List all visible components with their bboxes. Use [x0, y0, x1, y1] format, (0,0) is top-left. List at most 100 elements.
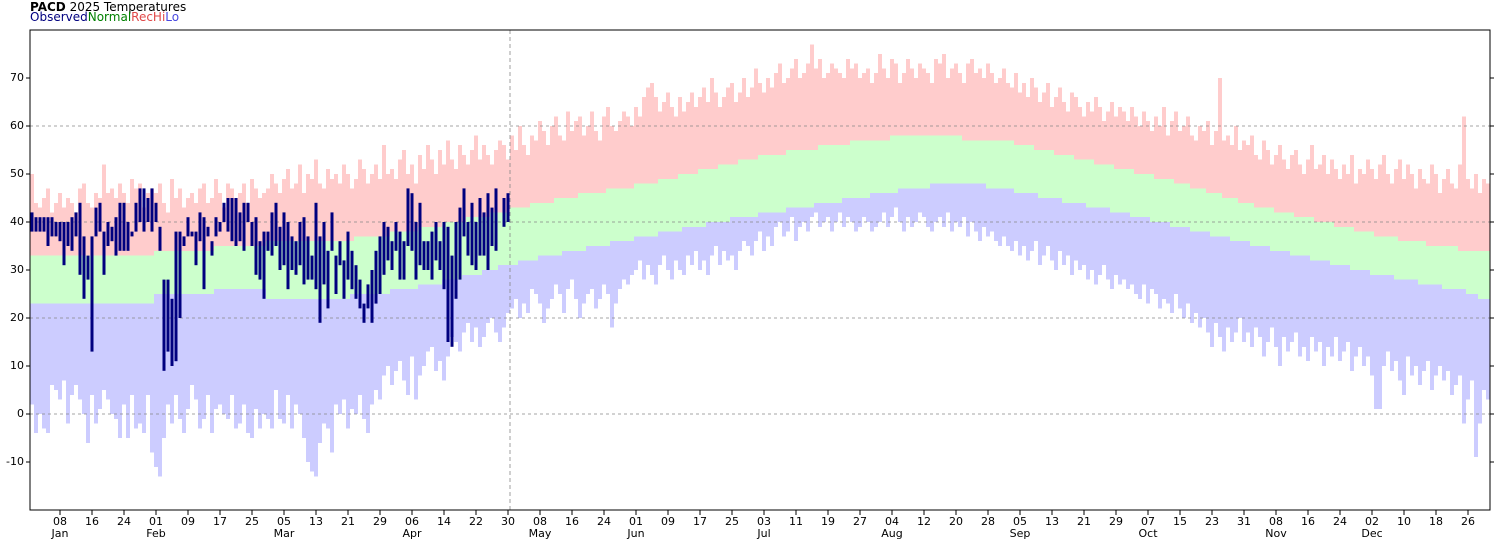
record-low-bar — [578, 250, 582, 318]
record-low-bar — [1082, 202, 1086, 266]
x-tick-label: 03 — [757, 515, 771, 528]
record-high-bar — [130, 178, 134, 256]
month-label: Oct — [1138, 527, 1158, 540]
record-low-bar — [146, 303, 150, 395]
record-low-bar — [454, 279, 458, 342]
record-high-bar — [338, 183, 342, 242]
record-high-bar — [1242, 140, 1246, 203]
record-low-bar — [1062, 202, 1066, 266]
x-tick-label: 09 — [181, 515, 195, 528]
record-low-bar — [1210, 236, 1214, 347]
record-high-bar — [1362, 174, 1366, 232]
record-low-bar — [670, 231, 674, 280]
normal-bar — [150, 255, 154, 304]
record-low-bar — [1050, 198, 1054, 261]
record-low-bar — [542, 255, 546, 323]
observed-bar — [150, 188, 154, 232]
observed-bar — [178, 231, 182, 318]
normal-bar — [214, 246, 218, 290]
record-high-bar — [1118, 106, 1122, 170]
record-high-bar — [1342, 164, 1346, 227]
record-high-bar — [370, 174, 374, 237]
record-low-bar — [702, 226, 706, 261]
record-high-bar — [522, 145, 526, 208]
record-high-bar — [898, 82, 902, 136]
normal-bar — [1102, 164, 1106, 208]
record-low-bar — [1282, 250, 1286, 338]
record-high-bar — [986, 63, 990, 141]
observed-bar — [298, 222, 302, 266]
record-high-bar — [918, 63, 922, 136]
record-high-bar — [1274, 154, 1278, 213]
normal-bar — [698, 169, 702, 227]
normal-bar — [626, 188, 630, 242]
record-high-bar — [1310, 145, 1314, 218]
record-low-bar — [1170, 226, 1174, 314]
x-tick-label: 28 — [981, 515, 995, 528]
normal-bar — [206, 250, 210, 294]
record-low-bar — [270, 298, 274, 429]
observed-bar — [314, 202, 318, 290]
record-low-bar — [1458, 289, 1462, 376]
record-high-bar — [942, 54, 946, 136]
normal-bar — [898, 135, 902, 189]
normal-bar — [926, 135, 930, 189]
record-low-bar — [874, 193, 878, 227]
normal-bar — [1354, 231, 1358, 270]
record-high-bar — [470, 150, 474, 218]
record-high-bar — [634, 106, 638, 184]
x-tick-label: 01 — [149, 515, 163, 528]
record-high-bar — [174, 198, 178, 251]
record-high-bar — [938, 63, 942, 136]
record-high-bar — [510, 135, 514, 208]
normal-bar — [1374, 236, 1378, 275]
normal-bar — [1346, 226, 1350, 266]
record-low-bar — [762, 212, 766, 251]
normal-bar — [242, 246, 246, 290]
record-low-bar — [518, 260, 522, 318]
normal-bar — [1438, 246, 1442, 285]
observed-bar — [62, 222, 66, 266]
record-high-bar — [710, 78, 714, 170]
observed-bar — [390, 241, 394, 270]
record-high-bar — [1082, 116, 1086, 160]
normal-bar — [534, 202, 538, 261]
legend-entry: Observed — [30, 10, 88, 24]
normal-bar — [62, 255, 66, 304]
normal-bar — [574, 198, 578, 251]
normal-bar — [770, 154, 774, 213]
record-low-bar — [1010, 188, 1014, 251]
observed-bar — [438, 241, 442, 270]
normal-bar — [1334, 226, 1338, 266]
record-high-bar — [1074, 97, 1078, 160]
record-high-bar — [1210, 145, 1214, 194]
normal-bar — [1466, 250, 1470, 294]
record-low-bar — [558, 255, 562, 294]
record-low-bar — [302, 298, 306, 438]
observed-bar — [74, 212, 78, 237]
normal-bar — [1090, 159, 1094, 208]
record-high-bar — [222, 207, 226, 246]
observed-bar — [394, 222, 398, 251]
record-low-bar — [282, 298, 286, 424]
record-low-bar — [50, 303, 54, 386]
record-low-bar — [822, 202, 826, 222]
record-low-bar — [1466, 294, 1470, 400]
normal-bar — [774, 154, 778, 213]
record-high-bar — [946, 78, 950, 136]
normal-bar — [586, 193, 590, 246]
record-low-bar — [1090, 207, 1094, 270]
normal-bar — [690, 174, 694, 227]
normal-bar — [554, 198, 558, 256]
record-high-bar — [866, 68, 870, 141]
record-high-bar — [38, 207, 42, 256]
normal-bar — [1446, 246, 1450, 290]
record-low-bar — [550, 255, 554, 299]
observed-bar — [202, 217, 206, 290]
record-high-bar — [534, 140, 538, 203]
observed-bar — [370, 270, 374, 323]
record-low-bar — [250, 289, 254, 438]
record-low-bar — [674, 231, 678, 261]
record-high-bar — [1406, 164, 1410, 242]
record-low-bar — [882, 193, 886, 213]
